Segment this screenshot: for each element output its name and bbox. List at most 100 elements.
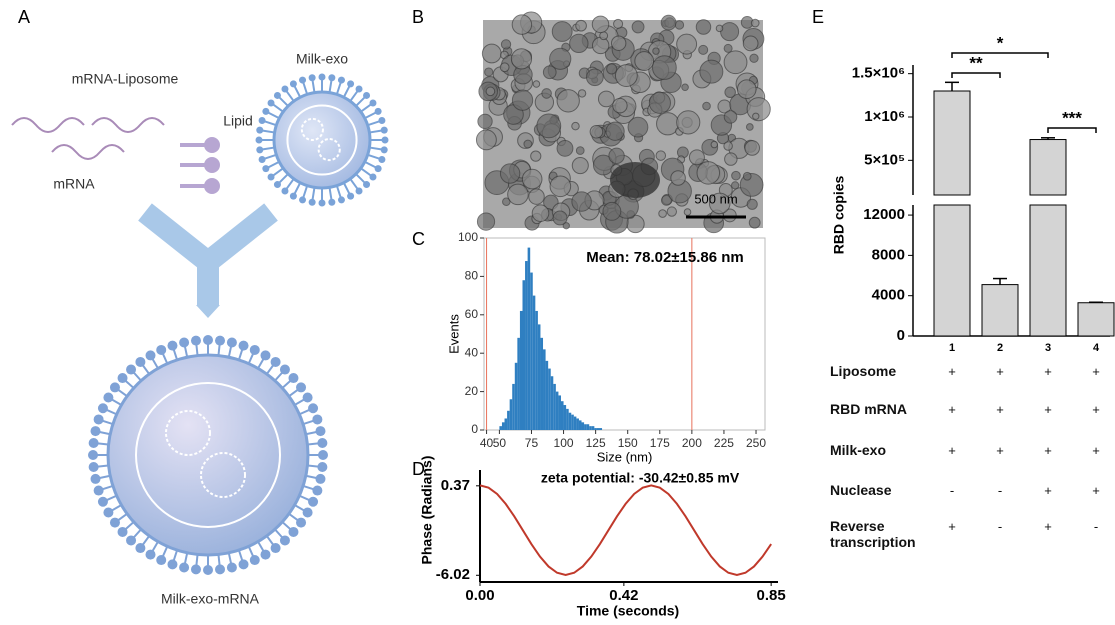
lipid-head [270, 356, 281, 367]
particle [613, 18, 624, 29]
particle [648, 91, 671, 114]
lipid-head [296, 382, 307, 393]
milk-exo-mrna-icon [88, 335, 328, 575]
lipid-head [289, 80, 297, 88]
lipid-head [109, 517, 120, 528]
x-tick-label: 1 [949, 342, 955, 354]
condition-sign: + [1044, 443, 1052, 458]
y-tick-label: 4000 [872, 287, 905, 304]
lipid-head [126, 535, 137, 546]
y-tick-label: 5×10⁵ [864, 151, 905, 168]
bar [1077, 302, 1115, 337]
particle [724, 86, 736, 99]
particle [605, 121, 625, 141]
particle [655, 150, 667, 161]
histogram-bar [576, 418, 579, 430]
arrow-head [196, 305, 220, 318]
cargo [165, 410, 211, 456]
lipid-head [103, 507, 114, 518]
lipid-head [97, 496, 108, 507]
cargo [300, 117, 324, 142]
significance-bracket [1047, 127, 1097, 133]
particle [699, 59, 724, 84]
histogram-bar [571, 414, 574, 430]
lipid-head [318, 73, 326, 81]
lipid-head [317, 462, 328, 473]
particle [541, 88, 552, 99]
particle [720, 22, 740, 42]
particle [723, 50, 748, 75]
particle [658, 209, 667, 218]
lipid-head [90, 473, 101, 484]
lipid-head [203, 335, 213, 345]
lipid-head [302, 392, 313, 403]
particle [551, 21, 573, 42]
annotation: Mean: 78.02±15.86 nm [586, 249, 743, 266]
lipid-head [258, 117, 266, 125]
lipid-head [355, 85, 363, 93]
lipid-head [289, 192, 297, 200]
particle [752, 112, 760, 120]
lipid-head [337, 76, 345, 84]
lipid-head [117, 373, 128, 384]
lipid-head [90, 426, 101, 437]
particle [477, 113, 493, 130]
lipid-head [190, 335, 201, 346]
lipid-head [355, 187, 363, 195]
particle [715, 24, 724, 33]
particle [683, 208, 692, 216]
particle [698, 44, 709, 55]
lipid-head [312, 485, 323, 496]
lipid-head [315, 426, 326, 437]
exo-label: Milk-exo [296, 51, 348, 67]
particle [532, 80, 541, 88]
particle [481, 43, 502, 64]
histogram-bar [514, 362, 518, 430]
particle [591, 36, 610, 55]
panel-label: B [412, 7, 424, 27]
y-tick-label: 60 [465, 307, 479, 321]
lipid-head [380, 126, 388, 134]
lipid-head [374, 107, 382, 115]
particle [676, 110, 701, 135]
particle [702, 101, 711, 111]
histogram-bar [501, 422, 505, 430]
mrna [11, 117, 85, 133]
lipid-head [238, 340, 249, 351]
lipid-head [369, 173, 377, 181]
histogram-bar [499, 426, 502, 430]
histogram-bar [568, 412, 572, 430]
particle [748, 216, 761, 229]
particle [542, 65, 557, 80]
particle [575, 146, 585, 155]
lipid-head [256, 146, 264, 154]
condition-sign: + [996, 402, 1004, 417]
bar-upper [1029, 139, 1067, 196]
x-tick-label: 40 [480, 436, 494, 450]
condition-sign: + [948, 364, 956, 379]
particle [610, 35, 627, 51]
panel-label: E [812, 7, 824, 27]
lipid-head [256, 126, 264, 134]
particle [676, 33, 698, 55]
particle [731, 170, 741, 181]
condition-sign: + [948, 519, 956, 534]
particle [577, 89, 587, 98]
particle [530, 150, 542, 162]
particle [723, 43, 733, 53]
particle [631, 20, 645, 34]
cargo [200, 452, 246, 498]
lipid-head [281, 187, 289, 195]
lipid-head [288, 373, 299, 384]
particle [652, 55, 677, 80]
mrna [91, 117, 165, 133]
lipid-head [126, 364, 137, 375]
panel-label: C [412, 229, 425, 249]
scale-bar-label: 500 nm [694, 191, 737, 206]
particle [499, 163, 521, 184]
lipid-head [328, 74, 336, 82]
lipid-head [288, 526, 299, 537]
particle [681, 83, 689, 92]
x-axis-label: Time (seconds) [577, 603, 679, 619]
